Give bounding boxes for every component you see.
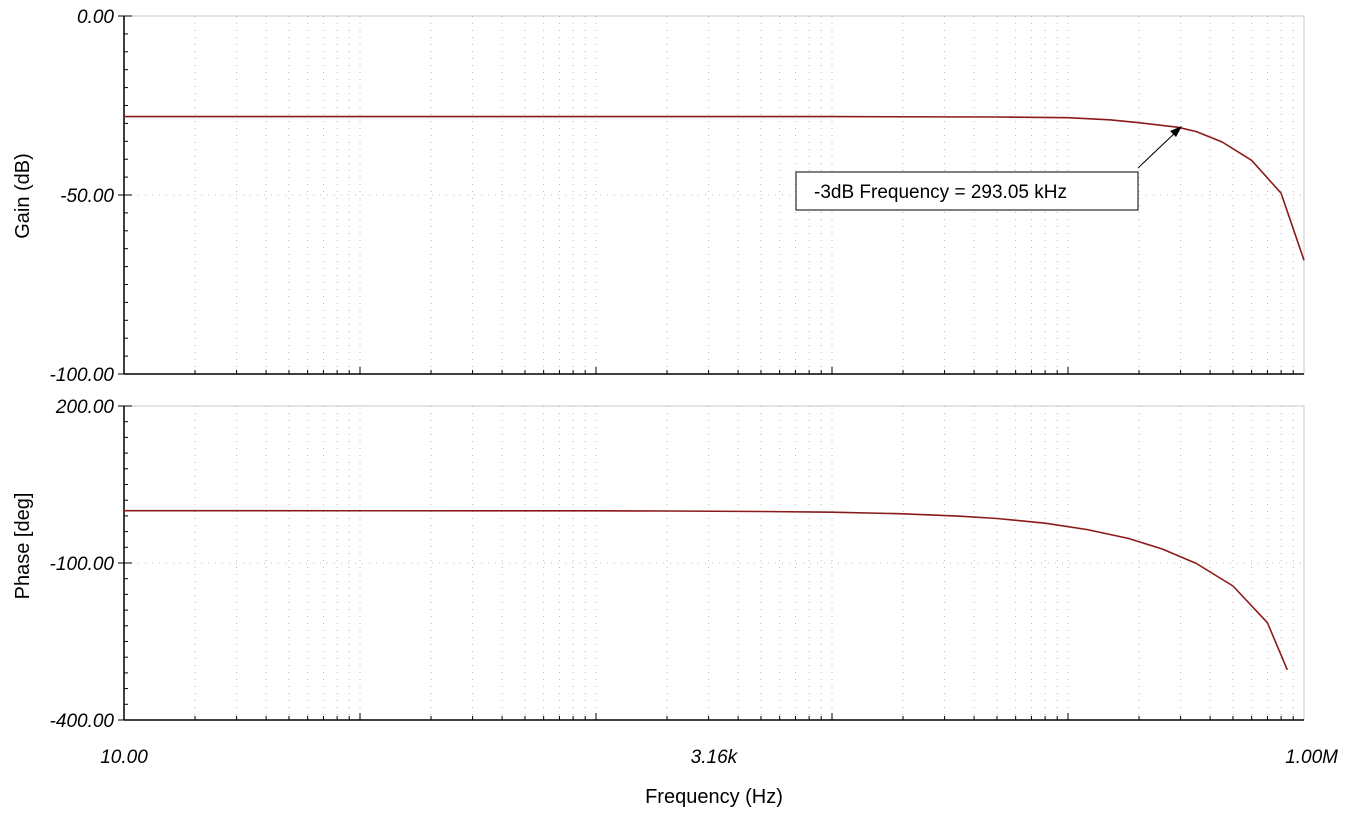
phase-y-tick-label: -100.00: [50, 554, 115, 575]
grid-lines: [124, 16, 1304, 720]
annotation-leader-line: [1137, 129, 1179, 169]
phase-axis-title: Phase [deg]: [12, 493, 34, 600]
tick-labels: 0.00 -50.00 -100.00 200.00 -100.00 -400.00 10.…: [50, 7, 1339, 768]
gain-y-tick-label: -100.00: [50, 365, 115, 386]
x-tick-label: 1.00M: [1285, 747, 1338, 768]
cutoff-annotation: -3dB Frequency = 293.05 kHz: [795, 126, 1182, 211]
gain-y-tick-label: 0.00: [77, 7, 114, 28]
tick-marks: [118, 15, 1294, 721]
phase-y-tick-label: -400.00: [50, 711, 115, 732]
annotation-arrow-head: [1170, 126, 1182, 137]
gain-y-tick-label: -50.00: [60, 186, 114, 207]
phase-y-tick-label: 200.00: [55, 397, 115, 418]
phase-series-line: [123, 509, 1289, 671]
gain-axis-title: Gain (dB): [12, 153, 34, 239]
x-tick-label: 10.00: [100, 747, 148, 768]
frequency-axis-title: Frequency (Hz): [645, 786, 783, 808]
annotation-box: [795, 171, 1139, 211]
series-curves: [123, 115, 1305, 671]
phase-plot-frame: [123, 405, 1305, 721]
x-tick-label: 3.16k: [691, 747, 739, 768]
gain-series-line: [124, 115, 1305, 261]
annotation-text: -3dB Frequency = 293.05 kHz: [814, 182, 1067, 203]
